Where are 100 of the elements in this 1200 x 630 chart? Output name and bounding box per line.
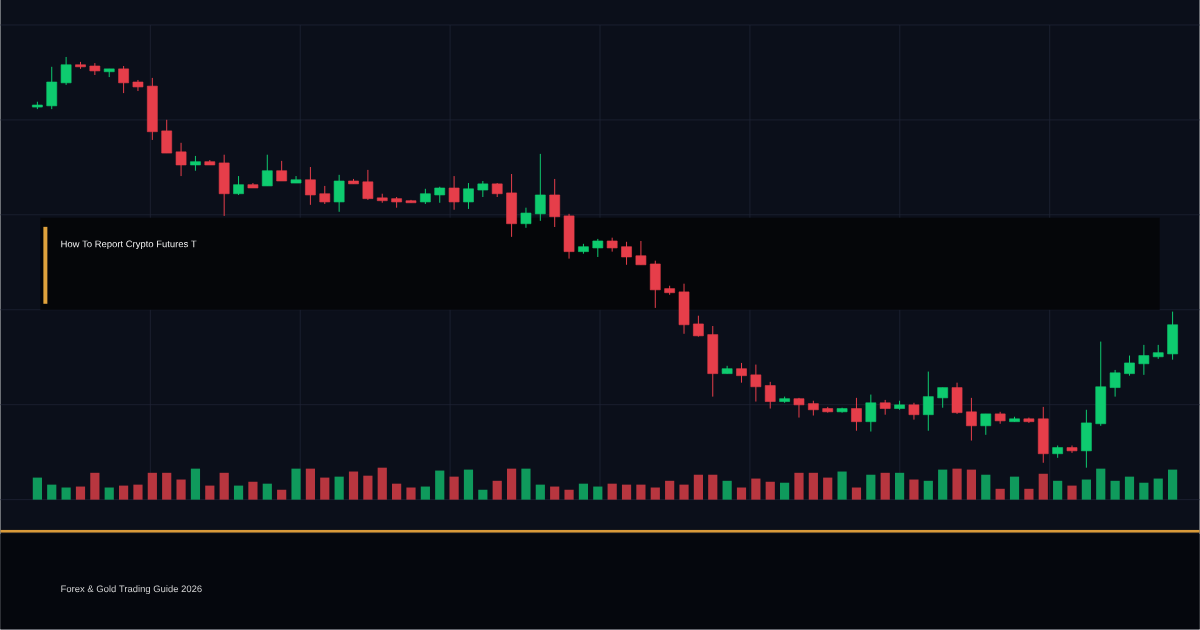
candlestick	[175, 142, 187, 177]
bar	[449, 476, 459, 500]
candlestick	[362, 169, 374, 201]
candlestick	[851, 397, 862, 432]
candlestick	[233, 175, 244, 196]
text: Forex & Gold Trading Guide 2026	[61, 585, 202, 595]
bar	[305, 468, 315, 500]
bar	[47, 484, 57, 500]
bar	[1124, 476, 1135, 500]
candlestick	[693, 315, 704, 338]
bar	[866, 474, 876, 500]
bar	[1053, 481, 1063, 500]
bar	[291, 468, 301, 500]
bar	[621, 484, 632, 500]
bar	[780, 482, 790, 500]
bar	[966, 469, 977, 500]
candlestick	[1138, 344, 1150, 376]
bar	[952, 468, 962, 500]
bar	[190, 468, 201, 500]
bar	[377, 467, 387, 500]
candlestick	[922, 371, 934, 432]
candlestick	[635, 240, 647, 266]
bar	[248, 481, 258, 500]
bar	[219, 473, 229, 500]
bar	[492, 481, 502, 500]
bar	[765, 481, 775, 500]
candlestick	[161, 119, 173, 154]
candlestick	[333, 174, 345, 213]
candlestick	[520, 207, 532, 229]
bar	[1038, 473, 1048, 500]
bar	[981, 474, 991, 500]
bar	[176, 479, 186, 500]
bar	[578, 483, 589, 500]
bar	[851, 487, 862, 500]
bar	[1139, 482, 1149, 500]
candlestick	[276, 160, 287, 182]
bar	[923, 481, 933, 500]
candlestick	[448, 175, 460, 211]
bar	[392, 483, 402, 500]
bar	[521, 468, 531, 500]
candlestick	[46, 66, 58, 110]
bar	[463, 469, 474, 500]
candlestick	[865, 394, 877, 433]
bar	[262, 483, 272, 500]
bar	[233, 485, 244, 500]
candlestick	[118, 65, 129, 94]
bar	[550, 486, 560, 500]
bar	[995, 488, 1005, 500]
candlestick	[980, 413, 992, 436]
bar	[320, 477, 330, 500]
candlestick	[750, 364, 762, 403]
bar	[1110, 481, 1120, 500]
bar	[506, 468, 517, 500]
bar	[119, 485, 129, 500]
bar	[1153, 478, 1163, 500]
bar	[535, 484, 545, 500]
bar	[693, 474, 703, 500]
bar	[794, 473, 804, 500]
candlestick	[937, 387, 949, 409]
bar	[607, 483, 617, 500]
bar	[736, 487, 747, 500]
bar	[1067, 485, 1077, 500]
bar	[650, 487, 660, 500]
candlestick	[1109, 369, 1121, 398]
bar	[162, 473, 172, 500]
text: How To Report Crypto Futures T	[61, 240, 197, 250]
bar	[679, 484, 689, 500]
bar	[823, 477, 833, 500]
bar	[406, 487, 416, 500]
candlestick	[305, 166, 316, 206]
bar	[938, 469, 948, 500]
candlestick	[793, 397, 805, 419]
candlestick	[592, 238, 604, 258]
candlestick	[319, 185, 331, 205]
bar	[593, 486, 603, 500]
bar	[133, 484, 143, 500]
candlestick	[621, 241, 632, 266]
bar	[1009, 476, 1020, 500]
candlestick	[1124, 355, 1135, 377]
candlestick	[966, 397, 977, 442]
bar	[277, 489, 287, 500]
bar	[894, 473, 905, 500]
candlestick	[764, 381, 776, 410]
bar	[665, 481, 675, 500]
bar	[478, 489, 488, 500]
bar	[880, 473, 890, 500]
bar	[205, 485, 215, 500]
bar	[837, 471, 847, 500]
bar	[435, 470, 445, 500]
bar	[1168, 469, 1178, 500]
bar	[1024, 488, 1034, 500]
bar	[636, 484, 646, 500]
bar	[420, 486, 430, 500]
candlestick	[549, 178, 561, 228]
bar	[722, 481, 732, 500]
bar	[708, 474, 718, 500]
bar	[334, 476, 344, 500]
bar	[147, 473, 157, 500]
bar	[104, 487, 114, 500]
bar	[808, 473, 818, 500]
